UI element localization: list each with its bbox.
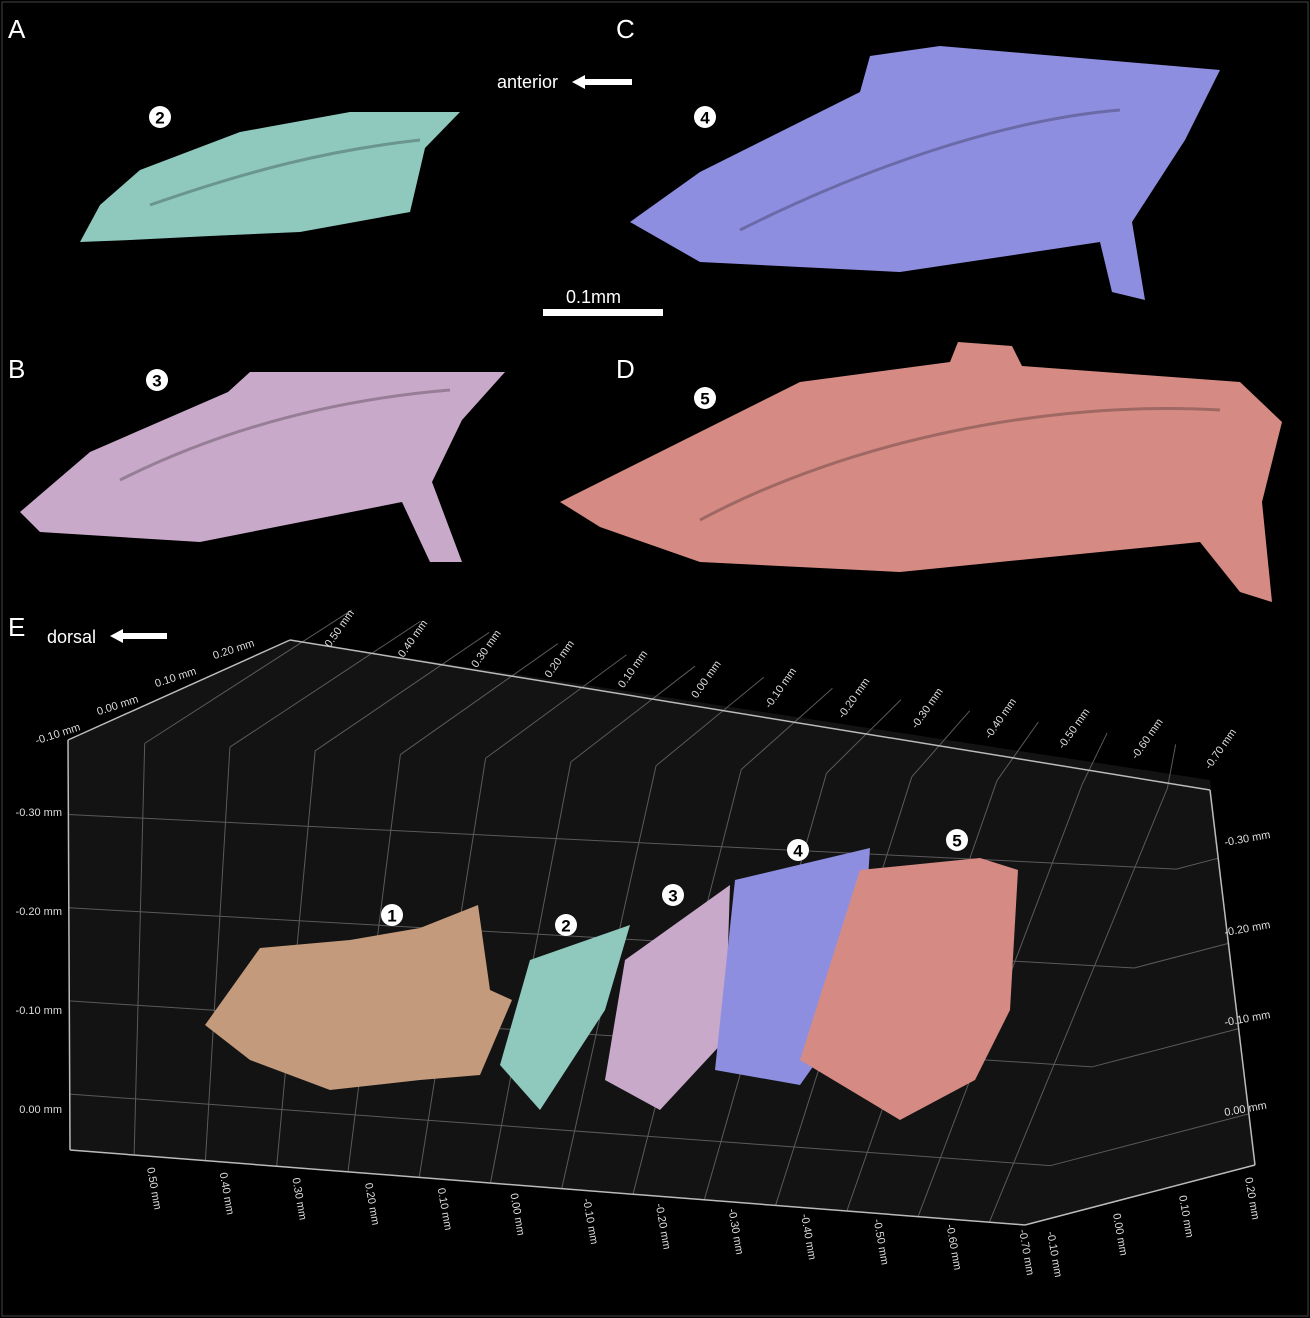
specimen-shape — [80, 112, 460, 242]
grid-line — [655, 676, 765, 767]
axis-line — [69, 1149, 1026, 1226]
specimen-number: 1 — [387, 907, 396, 926]
specimen-shape — [800, 858, 1018, 1120]
axis-label: -0.30 mm — [16, 807, 62, 819]
grid-line — [229, 620, 421, 748]
grid-line — [740, 688, 833, 770]
grid — [67, 609, 1256, 1226]
specimen-number: 5 — [952, 832, 961, 851]
specimen-marker — [381, 904, 403, 926]
specimen-marker — [555, 914, 577, 936]
axis-line — [1209, 789, 1256, 1166]
grid-line — [1134, 942, 1229, 969]
grid-line — [68, 814, 1177, 870]
panel-label: A — [8, 14, 26, 44]
specimen-number: 3 — [152, 372, 161, 391]
axis-line — [1024, 1164, 1256, 1226]
specimen-marker — [694, 387, 716, 409]
panel-label: B — [8, 354, 25, 384]
scale-bar-label: 0.1mm — [566, 287, 621, 307]
axis-label: -0.10 mm — [16, 1005, 62, 1017]
grid-line — [1081, 732, 1108, 785]
specimen-marker — [787, 839, 809, 861]
specimen-number: 4 — [793, 842, 803, 861]
axis-label: -0.20 mm — [16, 906, 62, 918]
specimen-number: 5 — [700, 390, 709, 409]
panel-label: D — [616, 354, 635, 384]
grid-line — [996, 721, 1039, 781]
arrow — [110, 629, 167, 643]
specimen-shape — [560, 342, 1282, 602]
specimen-marker — [694, 106, 716, 128]
grid-line — [204, 747, 231, 1161]
arrow — [572, 75, 632, 89]
axis-line — [67, 739, 71, 1151]
ridges — [119, 108, 1221, 522]
specimen-marker — [662, 884, 684, 906]
grid-line — [1050, 1113, 1249, 1167]
specimen-shape — [630, 46, 1220, 300]
grid-line — [1166, 744, 1177, 789]
grid-line — [1092, 1028, 1239, 1068]
grid-line — [400, 643, 559, 755]
axis-line — [289, 639, 1211, 791]
axis-label: 0.00 mm — [19, 1104, 62, 1116]
scale-bar — [543, 309, 663, 316]
specimen-shape — [605, 885, 730, 1110]
specimen-shape — [20, 372, 505, 562]
axis-line — [67, 639, 291, 741]
grid-line — [69, 1093, 1051, 1167]
specimen-number: 2 — [155, 109, 164, 128]
specimen-marker — [146, 369, 168, 391]
direction-label: anterior — [497, 72, 558, 92]
panel-label: E — [8, 612, 25, 642]
specimen-shape — [205, 905, 512, 1090]
grid-line — [911, 710, 971, 778]
specimen-marker — [149, 106, 171, 128]
specimen-number: 3 — [668, 887, 677, 906]
specimen-number: 4 — [700, 109, 710, 128]
specimen-shape — [500, 925, 630, 1110]
grid-line — [988, 787, 1168, 1223]
grid-line — [826, 699, 902, 774]
specimen-number: 2 — [561, 917, 570, 936]
specimen-marker — [946, 829, 968, 851]
grid-line — [570, 665, 696, 763]
grid-line — [144, 609, 353, 744]
direction-label: dorsal — [47, 627, 96, 647]
panel-label: C — [616, 14, 635, 44]
grid-line — [314, 632, 490, 752]
grid-line — [1176, 857, 1219, 870]
grid-line — [485, 654, 627, 759]
grid-line — [133, 743, 146, 1156]
